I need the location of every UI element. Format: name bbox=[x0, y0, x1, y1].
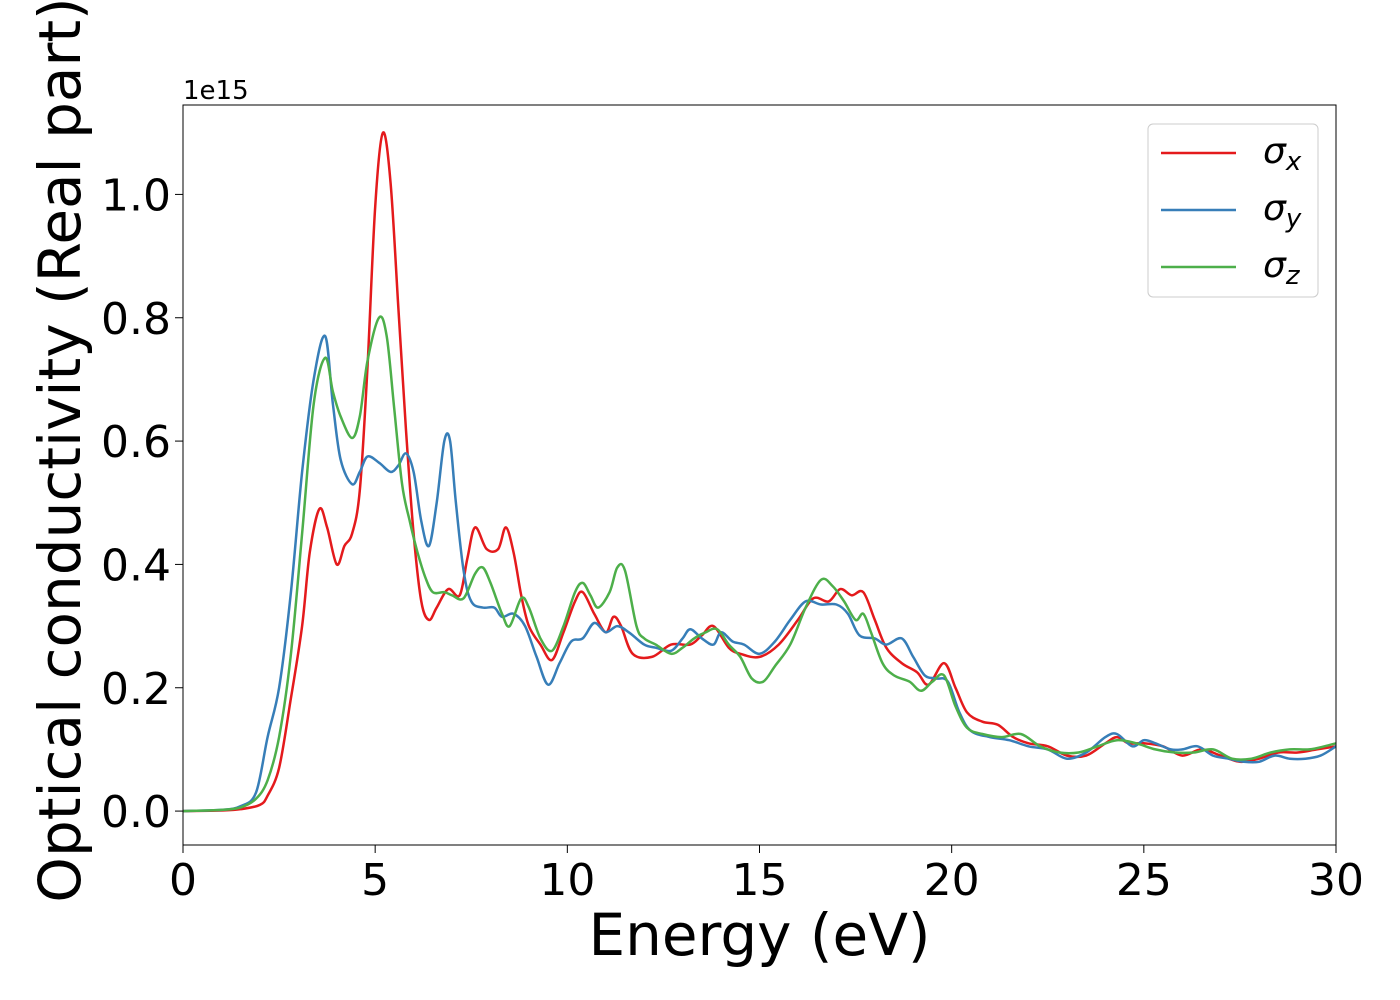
series-line-z bbox=[183, 315, 1336, 813]
series-lines bbox=[183, 131, 1336, 813]
y-tick-label: 1.0 bbox=[101, 170, 171, 221]
x-tick-label: 15 bbox=[732, 855, 788, 906]
x-tick-label: 5 bbox=[361, 855, 389, 906]
x-axis-ticks: 0 5 10 15 20 25 30 bbox=[169, 845, 1364, 906]
legend-label-y: σy bbox=[1263, 188, 1302, 234]
y-axis-ticks: 0.0 0.2 0.4 0.6 0.8 1.0 bbox=[101, 170, 183, 838]
y-tick-label: 0.6 bbox=[101, 417, 171, 468]
series-line-x bbox=[183, 131, 1336, 813]
legend: σx σy σz bbox=[1147, 123, 1319, 298]
y-tick-label: 0.0 bbox=[101, 787, 171, 838]
x-tick-label: 25 bbox=[1116, 855, 1172, 906]
x-tick-label: 10 bbox=[539, 855, 595, 906]
y-tick-label: 0.4 bbox=[101, 540, 171, 591]
x-axis-label: Energy (eV) bbox=[588, 901, 930, 969]
series-line-y bbox=[183, 334, 1336, 813]
x-tick-label: 0 bbox=[169, 855, 197, 906]
y-tick-label: 0.2 bbox=[101, 664, 171, 715]
y-tick-label: 0.8 bbox=[101, 294, 171, 345]
legend-label-x: σx bbox=[1263, 131, 1302, 177]
y-axis-scale-label: 1e15 bbox=[183, 76, 249, 106]
legend-label-z: σz bbox=[1263, 245, 1301, 291]
x-tick-label: 30 bbox=[1308, 855, 1364, 906]
x-tick-label: 20 bbox=[924, 855, 980, 906]
y-axis-label: Optical conductivity (Real part) bbox=[26, 0, 94, 903]
